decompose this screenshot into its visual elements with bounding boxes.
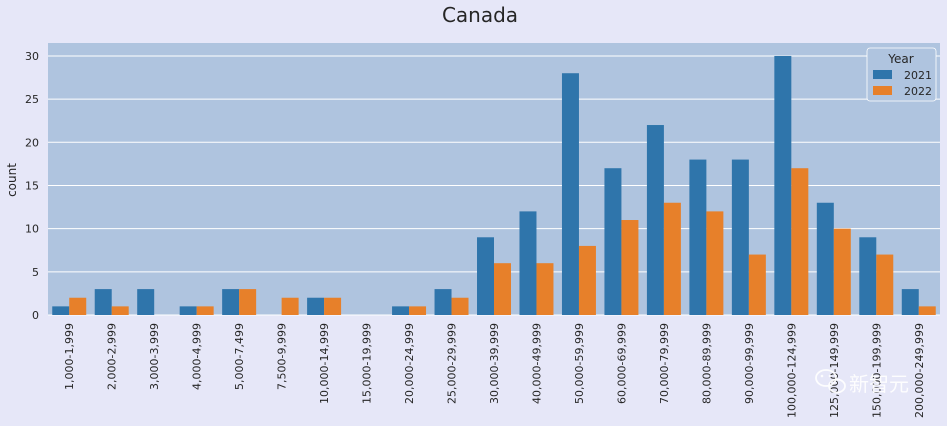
bar-2021 [689,159,707,315]
watermark-text: 新智元 [849,372,909,396]
legend-swatch-2022 [873,86,892,95]
legend-title: Year [887,52,913,66]
bar-2022 [111,306,129,315]
x-tick-label: 200,000-249,999 [913,323,926,418]
x-tick-label: 1,000-1,999 [63,323,76,390]
bar-2021 [52,306,70,315]
y-axis-label: count [5,163,19,197]
x-tick-label: 7,500-9,999 [276,323,289,390]
bar-2021 [646,125,664,316]
bar-2021 [816,202,834,315]
chart-title: Canada [442,3,518,27]
bar-2021 [604,168,622,315]
bar-2022 [621,220,639,315]
x-tick-label: 3,000-3,999 [148,323,161,390]
x-tick-label: 15,000-19,999 [361,323,374,404]
watermark: 新智元 [815,369,909,396]
bar-2021 [392,306,410,315]
y-tick-label: 5 [32,266,39,279]
x-tick-label: 70,000-79,999 [658,323,671,404]
x-axis-ticks: 1,000-1,999 2,000-2,999 3,000-3,999 4,000-4… [63,323,926,418]
bar-2021 [561,73,579,315]
bar-2022 [663,202,681,315]
x-tick-label: 25,000-29,999 [446,323,459,404]
bar-2022 [494,263,511,315]
bar-2022 [69,297,87,315]
bar-2021 [137,289,155,315]
x-tick-label: 80,000-89,999 [700,323,713,404]
bar-2022 [409,306,427,315]
bar-2022 [451,297,469,315]
x-tick-label: 50,000-59,999 [573,323,586,404]
y-tick-label: 0 [32,309,39,322]
legend: Year 2021 2022 [866,47,937,102]
x-tick-label: 90,000-99,999 [743,323,756,404]
x-tick-label: 150,000-199,999 [870,323,883,418]
bar-2022 [876,254,894,315]
x-tick-label: 4,000-4,999 [191,323,204,390]
y-tick-label: 25 [25,93,39,106]
x-tick-label: 20,000-24,999 [403,323,416,404]
y-tick-label: 10 [25,223,39,236]
bar-2022 [239,289,257,315]
x-tick-label: 2,000-2,999 [106,323,119,390]
x-tick-label: 5,000-7,499 [233,323,246,390]
bar-2022 [196,306,214,315]
x-tick-label: 10,000-14,999 [318,323,331,404]
bar-2022 [833,228,851,315]
x-tick-label: 30,000-39,999 [488,323,501,404]
bar-2022 [281,297,299,315]
bar-2022 [578,245,596,315]
x-tick-label: 100,000-124,999 [785,323,798,418]
bar-2021 [731,159,749,315]
bar-2022 [536,263,554,315]
bar-2021 [179,306,197,315]
y-tick-label: 20 [25,136,39,149]
bar-2022 [324,297,342,315]
legend-label-2021: 2021 [904,69,932,82]
x-tick-label: 60,000-69,999 [615,323,628,404]
bar-2021 [94,289,112,315]
bar-2022 [791,168,809,315]
x-tick-label: 40,000-49,999 [530,323,543,404]
wechat-icon [815,369,846,394]
legend-swatch-2021 [873,70,892,79]
y-tick-label: 30 [25,50,39,63]
legend-label-2022: 2022 [904,85,932,98]
bar-2022 [748,254,766,315]
bar-2021 [859,237,877,315]
bars [52,55,936,316]
bar-2021 [434,289,452,315]
bar-2022 [918,306,936,315]
y-tick-label: 15 [25,179,39,192]
bar-2021 [222,289,240,315]
bar-2021 [519,211,537,315]
bar-2022 [706,211,724,315]
bar-2021 [774,55,792,315]
bar-2021 [901,289,919,315]
y-axis-ticks: 0 5 10 15 20 25 30 [25,50,39,322]
bar-2021 [477,237,494,315]
bar-2021 [307,297,325,315]
x-tick-label: 125,000-149,999 [828,323,841,418]
